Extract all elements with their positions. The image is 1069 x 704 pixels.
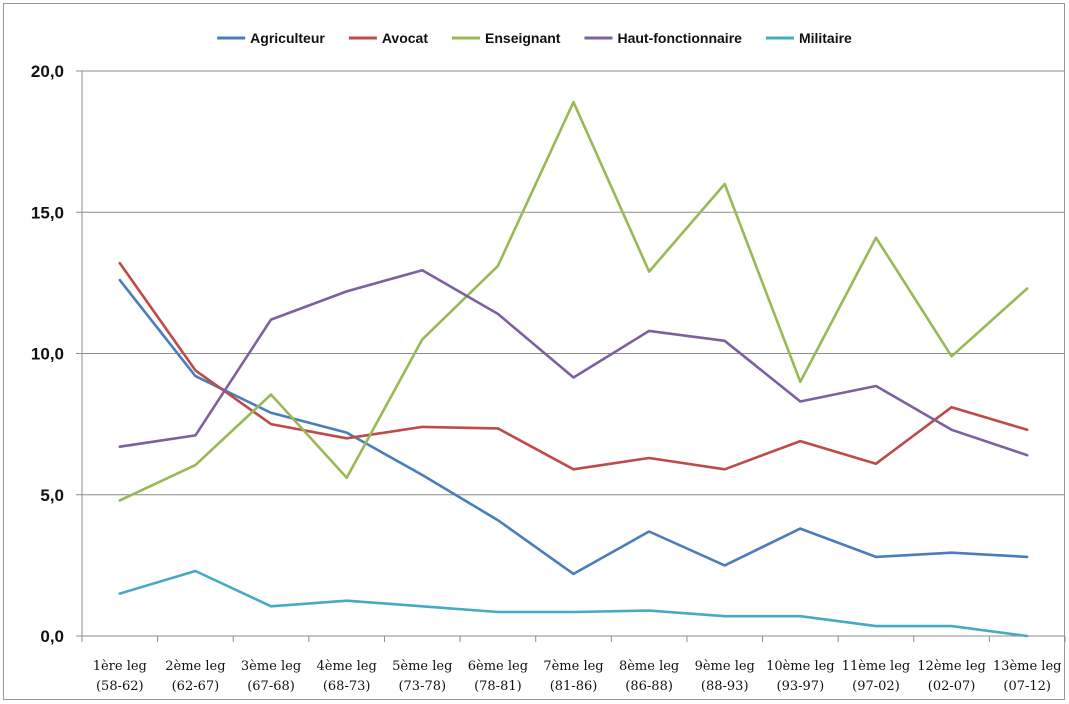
x-tick-label: 2ème leg (165, 659, 225, 674)
y-tick-label: 10,0 (31, 345, 64, 364)
x-tick-sublabel: (86-88) (625, 679, 673, 694)
y-tick-label: 20,0 (31, 62, 64, 81)
x-tick-sublabel: (07-12) (1003, 679, 1051, 694)
series-line-militaire (118, 569, 1029, 638)
y-tick-label: 5,0 (40, 486, 64, 505)
x-tick-sublabel: (58-62) (96, 679, 144, 694)
x-tick-sublabel: (81-86) (550, 679, 598, 694)
plot-area (118, 100, 1029, 638)
x-tick-label: 7ème leg (543, 659, 603, 674)
x-tick-label: 11ème leg (842, 659, 911, 674)
legend-label: Agriculteur (250, 30, 325, 46)
x-tick-label: 5ème leg (392, 659, 452, 674)
x-tick-label: 13ème leg (993, 659, 1062, 674)
y-axis: 0,0 5,0 10,0 15,0 20,0 (31, 62, 83, 646)
x-tick-sublabel: (02-07) (928, 679, 976, 694)
x-tick-sublabel: (67-68) (247, 679, 295, 694)
legend-label: Militaire (799, 30, 852, 46)
x-tick-label: 3ème leg (241, 659, 301, 674)
x-tick-label: 10ème leg (766, 659, 835, 674)
legend-label: Avocat (382, 30, 429, 46)
y-tick-label: 15,0 (31, 203, 64, 222)
x-tick-sublabel: (68-73) (323, 679, 371, 694)
legend-label: Enseignant (485, 30, 561, 46)
x-tick-sublabel: (88-93) (701, 679, 749, 694)
legend: Agriculteur Avocat Enseignant Haut-fonction… (217, 30, 852, 46)
x-tick-sublabel: (97-02) (852, 679, 900, 694)
x-tick-label: 9ème leg (695, 659, 755, 674)
x-tick-label: 1ère leg (93, 659, 147, 674)
x-tick-label: 6ème leg (468, 659, 528, 674)
x-tick-sublabel: (62-67) (172, 679, 220, 694)
gridlines (82, 70, 1065, 637)
chart-frame (3, 3, 1065, 700)
series-line-haut-fonctionnaire (118, 268, 1029, 457)
x-tick-sublabel: (93-97) (777, 679, 825, 694)
x-tick-sublabel: (73-78) (398, 679, 446, 694)
x-tick-label: 12ème leg (917, 659, 986, 674)
x-tick-label: 8ème leg (619, 659, 679, 674)
legend-label: Haut-fonctionnaire (617, 30, 742, 46)
x-tick-sublabel: (78-81) (474, 679, 522, 694)
series-line-enseignant (118, 100, 1029, 502)
series-line-agriculteur (118, 278, 1029, 576)
x-tick-label: 4ème leg (317, 659, 377, 674)
x-axis: 1ère leg (58-62) 2ème leg (62-67) 3ème leg (6… (81, 636, 1066, 694)
series-line-avocat (118, 261, 1029, 471)
y-tick-label: 0,0 (40, 627, 64, 646)
